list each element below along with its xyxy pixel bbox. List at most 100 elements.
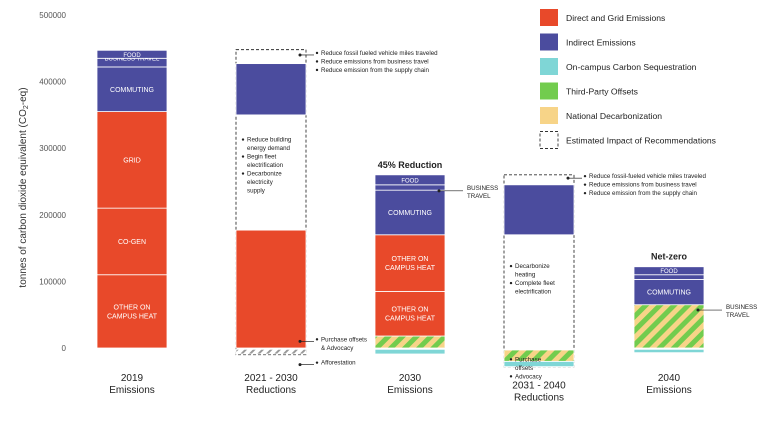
bars: OTHER ON CAMPUS HEAT CO-GEN GRID COMMUTING BU… bbox=[96, 49, 705, 368]
annotation-bullet bbox=[509, 358, 513, 361]
bar-segment-label: OTHER ON bbox=[392, 307, 429, 314]
bar-segment bbox=[633, 304, 705, 349]
bar-segment bbox=[96, 49, 168, 59]
legend-label: Third-Party Offsets bbox=[566, 87, 638, 97]
bar-segment bbox=[374, 335, 446, 349]
annotation-text: Reduce emission from the supply chain bbox=[321, 67, 430, 74]
annotation-text: energy demand bbox=[247, 145, 291, 152]
bar-segment bbox=[633, 348, 705, 354]
bar-segment bbox=[235, 63, 307, 116]
legend-label: Estimated Impact of Recommendations bbox=[566, 136, 716, 146]
annotation-text: Decarbonize bbox=[515, 263, 550, 270]
annotation-text: electrification bbox=[247, 162, 284, 169]
bar-segment-label: COMMUTING bbox=[388, 210, 432, 217]
bar-segment bbox=[96, 274, 168, 349]
bar-segment-label: FOOD bbox=[123, 53, 141, 59]
bar-segment-label: CAMPUS HEAT bbox=[107, 313, 158, 320]
bar-segment bbox=[96, 66, 168, 112]
annotations: Reduce fossil fueled vehicle miles trave… bbox=[241, 50, 757, 380]
legend-label: National Decarbonization bbox=[566, 111, 662, 121]
annotation-text: Reduce emission from the supply chain bbox=[589, 190, 698, 197]
annotation-text: Purchase bbox=[515, 356, 542, 363]
bar-segment-label: FOOD bbox=[660, 269, 678, 275]
annotation-text: supply bbox=[247, 188, 266, 195]
x-category-label: Reductions bbox=[514, 393, 564, 404]
legend-swatch bbox=[540, 58, 558, 75]
annotation-bullet bbox=[509, 375, 513, 378]
annotation-bullet bbox=[583, 174, 587, 178]
annotation-bullet bbox=[315, 60, 319, 63]
bar-segment bbox=[633, 274, 705, 280]
leader-dot bbox=[696, 308, 700, 312]
x-category-label: Emissions bbox=[646, 385, 692, 396]
leader-dot bbox=[298, 53, 302, 57]
bar-segment bbox=[235, 348, 307, 355]
bar-segment-label: BUSINESS TRAVEL bbox=[105, 57, 160, 63]
bar-segment bbox=[235, 229, 307, 349]
y-axis-label: tonnes of carbon dioxide equivalent (CO2… bbox=[18, 87, 30, 287]
legend-swatch bbox=[540, 9, 558, 26]
leader-dot bbox=[566, 176, 570, 180]
annotation-text: BUSINESS bbox=[726, 304, 757, 311]
annotation-text: Reduce emissions from business travel bbox=[589, 182, 697, 189]
annotation-text: electricity bbox=[247, 179, 274, 186]
legend-label: On-campus Carbon Sequestration bbox=[566, 62, 697, 72]
bar-segment-label: OTHER ON bbox=[392, 256, 429, 263]
legend-swatch bbox=[540, 82, 558, 100]
leader-dot bbox=[437, 189, 441, 193]
bar-segment-label: FOOD bbox=[401, 178, 419, 184]
bar-segment-label: COMMUTING bbox=[647, 290, 691, 297]
annotation-bullet bbox=[583, 183, 587, 186]
bar-title: Net-zero bbox=[651, 252, 688, 262]
annotation-bullet bbox=[583, 191, 587, 195]
annotation-text: offsets bbox=[515, 365, 533, 372]
bar-segment bbox=[633, 266, 705, 276]
bar-segment bbox=[633, 279, 705, 306]
annotation-bullet bbox=[509, 264, 513, 268]
legend-swatch bbox=[540, 33, 558, 51]
bar-title: 45% Reduction bbox=[378, 160, 443, 170]
y-axis: 0 100000 200000 300000 400000 500000 tonnes of… bbox=[18, 11, 67, 353]
x-category-label: Emissions bbox=[387, 385, 433, 396]
y-tick-label: 100000 bbox=[39, 277, 66, 286]
y-tick-label: 0 bbox=[62, 344, 67, 353]
y-tick-label: 300000 bbox=[39, 144, 66, 153]
bar-segment-label: CAMPUS HEAT bbox=[385, 265, 436, 272]
annotation-text: Reduce building bbox=[247, 137, 292, 144]
bar-segment bbox=[374, 348, 446, 355]
annotation-text: Reduce fossil fueled vehicle miles trave… bbox=[321, 50, 438, 57]
legend-label: Direct and Grid Emissions bbox=[566, 13, 665, 23]
annotation-bullet bbox=[315, 51, 319, 55]
annotation-text: Decarbonize bbox=[247, 171, 282, 178]
y-tick-label: 400000 bbox=[39, 78, 66, 87]
annotation-text: Complete fleet bbox=[515, 280, 555, 287]
x-category-label: 2040 bbox=[658, 373, 681, 384]
annotation-bullet bbox=[241, 138, 245, 141]
annotation-bullet bbox=[241, 155, 245, 158]
annotation-bullet bbox=[315, 338, 319, 341]
annotation-text: BUSINESS bbox=[467, 185, 498, 192]
bar-segment bbox=[374, 174, 446, 186]
annotation-text: Purchase offsets bbox=[321, 336, 367, 343]
annotation-text: Begin fleet bbox=[247, 154, 277, 161]
bar-segment bbox=[503, 349, 575, 362]
annotation-text: electrification bbox=[515, 289, 552, 296]
annotation-bullet bbox=[509, 281, 513, 285]
legend: Direct and Grid Emissions Indirect Emissi… bbox=[539, 9, 716, 149]
bar-segment-label: CO-GEN bbox=[118, 239, 146, 246]
annotation-bullet bbox=[241, 172, 245, 175]
annotation-text: Reduce emissions from business travel bbox=[321, 58, 429, 65]
leader-dot bbox=[298, 339, 302, 343]
bar-segment-label: CAMPUS HEAT bbox=[385, 316, 436, 323]
y-tick-label: 500000 bbox=[39, 11, 66, 20]
bar-segment bbox=[374, 290, 446, 337]
annotation-text: Reduce fossil-fueled vehicle miles trave… bbox=[589, 173, 706, 180]
bar-segment-label: GRID bbox=[123, 157, 141, 164]
bar-segment-label: OTHER ON bbox=[114, 304, 151, 311]
annotation-text: Advocacy bbox=[515, 373, 543, 380]
x-category-label: Emissions bbox=[109, 385, 155, 396]
bar-segment-label: COMMUTING bbox=[110, 87, 154, 94]
annotation-text: TRAVEL bbox=[467, 193, 491, 200]
